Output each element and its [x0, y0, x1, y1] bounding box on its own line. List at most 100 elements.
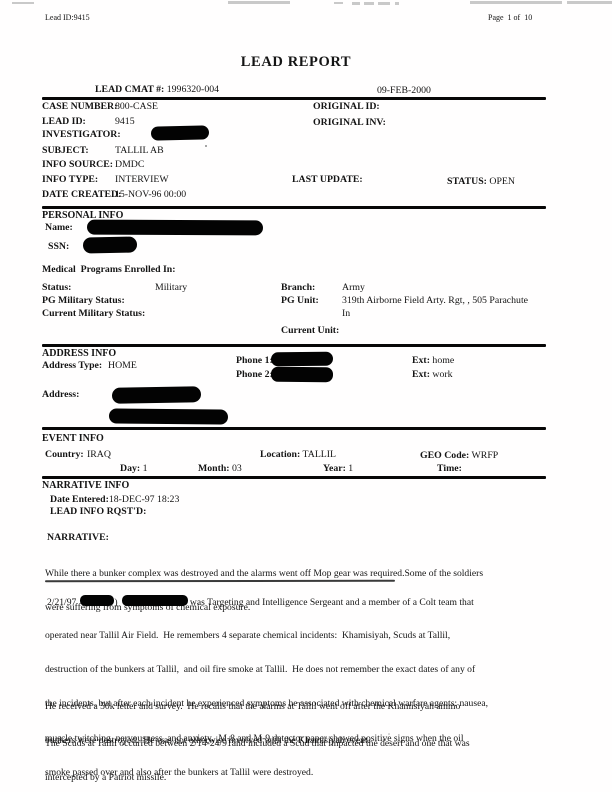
country-value: IRAQ	[87, 449, 111, 460]
info-type-label: INFO TYPE:	[42, 173, 99, 185]
section-divider	[42, 476, 546, 479]
personal-info-heading: PERSONAL INFO	[42, 210, 124, 221]
year-value: 1	[345, 462, 354, 474]
pg-unit-value-cont: In	[342, 308, 351, 319]
military-status-field: Status:	[42, 282, 71, 293]
narrative-summary: While there a bunker complex was destroy…	[45, 546, 483, 637]
redacted-phone2	[270, 366, 334, 382]
date-entered-label: Date Entered:	[50, 493, 109, 505]
ext2-field: Ext: work	[412, 369, 453, 380]
ssn-label: SSN:	[48, 241, 70, 252]
month-value: 03	[229, 462, 242, 474]
redacted-phone1	[270, 351, 334, 367]
section-divider	[42, 97, 546, 100]
narrative-line: He received a 50k letter and survey. He …	[45, 701, 461, 712]
lead-id-value: 9415	[115, 115, 135, 127]
ext2-value: work	[429, 369, 453, 380]
date-entered-field: Date Entered:18-DEC-97 18:23	[50, 494, 179, 505]
section-divider	[42, 427, 546, 430]
branch-label: Branch:	[281, 282, 316, 293]
year-label: Year:	[323, 462, 346, 474]
scan-artifact	[12, 2, 34, 4]
date-created-value: 15-NOV-96 00:00	[115, 188, 187, 200]
narrative-info-heading: NARRATIVE INFO	[42, 480, 130, 491]
address-label: Address:	[42, 389, 80, 400]
status-label: STATUS:	[447, 175, 487, 187]
month-label: Month:	[198, 462, 230, 474]
narrative-line: destruction of the bunkers at Tallil, an…	[45, 663, 476, 675]
narrative-line: intercepted by a Patriot missile.	[45, 772, 167, 784]
military-status-value: Military	[155, 282, 188, 293]
geo-code-field: GEO Code: WRFP	[420, 450, 498, 461]
narrative-paragraph1-text: was Targeting and Intelligence Sergeant …	[187, 597, 474, 608]
time-label: Time:	[437, 462, 462, 474]
redacted-investigator	[150, 125, 210, 141]
location-field: Location: TALLIL	[260, 449, 336, 460]
ext2-label: Ext:	[412, 369, 430, 380]
date-created-label: DATE CREATED:	[42, 188, 122, 200]
month-field: Month: 03	[198, 463, 242, 474]
lead-info-rqst-label: LEAD INFO RQST'D:	[50, 505, 147, 517]
redacted-address-line1	[111, 385, 202, 404]
scan-artifact	[228, 1, 290, 4]
phone2-label: Phone 2:	[236, 369, 273, 380]
scan-artifact	[395, 2, 399, 5]
year-field: Year: 1	[323, 463, 353, 474]
status-value: OPEN	[486, 175, 515, 187]
location-label: Location:	[260, 449, 301, 460]
geo-code-label: GEO Code:	[420, 450, 470, 461]
address-type-label: Address Type:	[42, 360, 103, 371]
redacted-name	[86, 219, 264, 236]
section-divider	[42, 206, 546, 209]
ext1-label: Ext:	[412, 355, 430, 366]
narrative-label: NARRATIVE:	[47, 532, 109, 543]
scan-artifact	[567, 1, 612, 4]
event-info-heading: EVENT INFO	[42, 433, 104, 444]
cmat-line: LEAD CMAT #: 1996320-004	[95, 84, 219, 95]
paren: )	[114, 597, 118, 608]
case-number-label: CASE NUMBER:	[42, 101, 118, 112]
narrative-summary-line: were suffering from symptoms of chemical…	[45, 601, 251, 613]
original-inv-label: ORIGINAL INV:	[313, 116, 386, 128]
page-number: Page 1 of 10	[488, 13, 533, 22]
military-status-label: Status:	[42, 282, 72, 293]
case-number-value: 800-CASE	[115, 101, 159, 112]
current-military-status-label: Current Military Status:	[42, 308, 146, 319]
lead-id-header: Lead ID:9415	[45, 13, 90, 22]
subject-value: TALLIL AB	[115, 144, 164, 156]
narrative-paragraph1: operated near Tallil Air Field. He remem…	[45, 608, 488, 792]
lead-id-label: LEAD ID:	[42, 115, 86, 127]
narrative-line: operated near Tallil Air Field. He remem…	[45, 629, 451, 641]
investigator-label: INVESTIGATOR:	[42, 129, 121, 140]
redacted-name-inline2	[121, 595, 188, 606]
redacted-ssn	[82, 236, 138, 253]
date-entered-value: 18-DEC-97 18:23	[108, 493, 180, 505]
narrative-line: smoke passed over and also after the bun…	[45, 767, 314, 779]
cmat-label: LEAD CMAT #:	[95, 84, 165, 95]
section-divider	[42, 344, 546, 347]
branch-value: Army	[342, 282, 365, 293]
redacted-address-line2	[108, 408, 229, 425]
pg-military-status-label: PG Military Status:	[42, 295, 125, 306]
last-update-label: LAST UPDATE:	[292, 174, 363, 185]
report-date: 09-FEB-2000	[377, 85, 431, 96]
redacted-name-inline1	[80, 595, 115, 606]
ext1-field: Ext: home	[412, 355, 454, 366]
page-title: LEAD REPORT	[240, 54, 352, 70]
scan-speck	[388, 733, 390, 735]
narrative-paragraph1-line1: 2/21/97) was Targeting and Intelligence …	[47, 595, 474, 608]
narrative-line: the incidents, but after each incident h…	[45, 698, 488, 710]
scan-artifact	[470, 1, 562, 4]
country-label: Country:	[45, 449, 84, 460]
day-field: Day: 1	[120, 463, 148, 474]
address-info-heading: ADDRESS INFO	[42, 348, 117, 359]
cmat-value: 1996320-004	[164, 84, 220, 95]
pg-unit-value: 319th Airborne Field Arty. Rgt, , 505 Pa…	[342, 295, 529, 306]
geo-code-value: WRFP	[469, 450, 499, 461]
scan-artifact	[364, 2, 374, 5]
info-type-value: INTERVIEW	[115, 173, 169, 185]
scan-speck	[205, 145, 207, 147]
subject-label: SUBJECT:	[42, 144, 89, 156]
original-id-label: ORIGINAL ID:	[313, 101, 380, 112]
